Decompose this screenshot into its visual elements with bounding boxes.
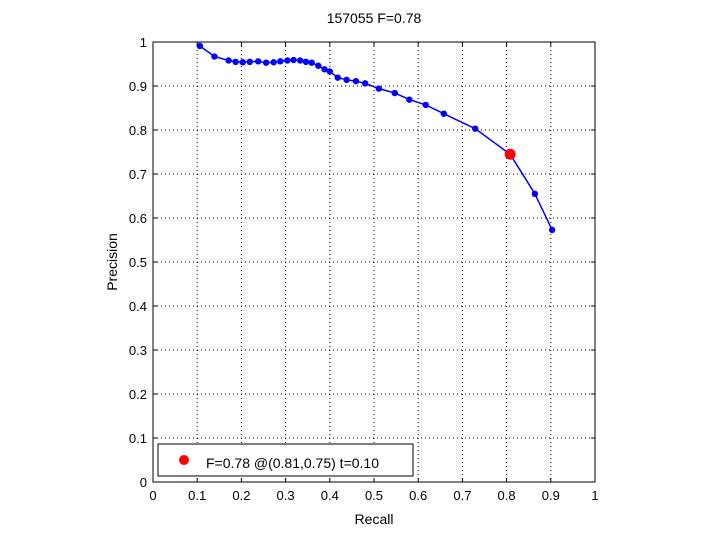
pr-curve-point bbox=[406, 96, 413, 103]
pr-curve-point bbox=[391, 89, 398, 97]
x-tick-label: 1 bbox=[591, 488, 598, 503]
y-tick-label: 0.7 bbox=[129, 167, 147, 182]
y-tick-label: 1 bbox=[140, 35, 147, 50]
x-tick-label: 0.6 bbox=[409, 488, 427, 503]
legend-frame bbox=[157, 443, 414, 477]
pr-curve-point bbox=[308, 59, 315, 66]
pr-curve-point bbox=[352, 77, 360, 85]
x-tick-label: 0.1 bbox=[188, 488, 206, 503]
y-axis-label: Precision bbox=[104, 233, 120, 291]
pr-curve-point bbox=[296, 57, 304, 64]
pr-curve-point bbox=[254, 58, 262, 65]
x-axis-label: Recall bbox=[355, 511, 394, 527]
pr-curve-point bbox=[239, 59, 246, 66]
axis-ticks: 0 0.1 0.2 0.3 0.4 0.5 0.6 0.7 0.8 0.9 1 0 0.1 0.2 0.3 0… bbox=[129, 35, 599, 503]
pr-curve-point bbox=[225, 57, 232, 64]
y-tick-label: 0.6 bbox=[129, 211, 147, 226]
pr-curve-point bbox=[277, 58, 284, 65]
grid-lines bbox=[153, 42, 595, 482]
legend-marker bbox=[179, 455, 189, 465]
x-tick-label: 0.3 bbox=[277, 488, 295, 503]
x-tick-label: 0.9 bbox=[542, 488, 560, 503]
x-tick-label: 0 bbox=[149, 488, 156, 503]
x-tick-label: 0.4 bbox=[321, 488, 339, 503]
pr-curve-point bbox=[196, 42, 204, 50]
x-tick-label: 0.5 bbox=[365, 488, 383, 503]
y-tick-label: 0.8 bbox=[129, 123, 147, 138]
pr-curve-point bbox=[270, 59, 277, 66]
x-tick-label: 0.8 bbox=[498, 488, 516, 503]
x-tick-label: 0.2 bbox=[232, 488, 250, 503]
y-tick-label: 0.1 bbox=[129, 431, 147, 446]
best-f-point bbox=[504, 148, 516, 160]
y-tick-label: 0.5 bbox=[129, 255, 147, 270]
y-tick-label: 0.2 bbox=[129, 387, 147, 402]
y-tick-label: 0.4 bbox=[129, 299, 147, 314]
legend-label: F=0.78 @(0.81,0.75) t=0.10 bbox=[206, 455, 379, 471]
pr-curve-point bbox=[321, 66, 328, 73]
x-tick-label: 0.7 bbox=[453, 488, 471, 503]
pr-curve-point bbox=[232, 58, 239, 65]
pr-curve-point bbox=[246, 58, 253, 65]
pr-curve-point bbox=[531, 190, 539, 197]
pr-curve-point bbox=[472, 125, 479, 132]
legend-box: F=0.78 @(0.81,0.75) t=0.10 bbox=[157, 443, 414, 477]
pr-curve-point bbox=[343, 76, 350, 84]
pr-curve-point bbox=[548, 226, 556, 234]
series-group bbox=[196, 42, 556, 234]
pr-curve-point bbox=[422, 101, 429, 109]
pr-curve-point bbox=[326, 68, 333, 75]
highlight-group bbox=[504, 148, 516, 160]
pr-curve-point bbox=[361, 80, 369, 87]
pr-curve-point bbox=[315, 62, 322, 69]
y-tick-label: 0.9 bbox=[129, 79, 147, 94]
pr-curve-point bbox=[375, 85, 383, 92]
pr-curve-point bbox=[334, 74, 341, 81]
y-tick-label: 0 bbox=[140, 475, 147, 490]
pr-curve-point bbox=[211, 53, 218, 60]
pr-curve-line bbox=[199, 45, 553, 231]
pr-curve-point bbox=[290, 56, 297, 64]
pr-curve-point bbox=[440, 110, 448, 117]
pr-curve-point bbox=[262, 59, 270, 66]
pr-curve-point bbox=[302, 58, 310, 65]
y-tick-label: 0.3 bbox=[129, 343, 147, 358]
chart-title: 157055 F=0.78 bbox=[327, 10, 422, 26]
pr-curve-point bbox=[284, 57, 291, 64]
